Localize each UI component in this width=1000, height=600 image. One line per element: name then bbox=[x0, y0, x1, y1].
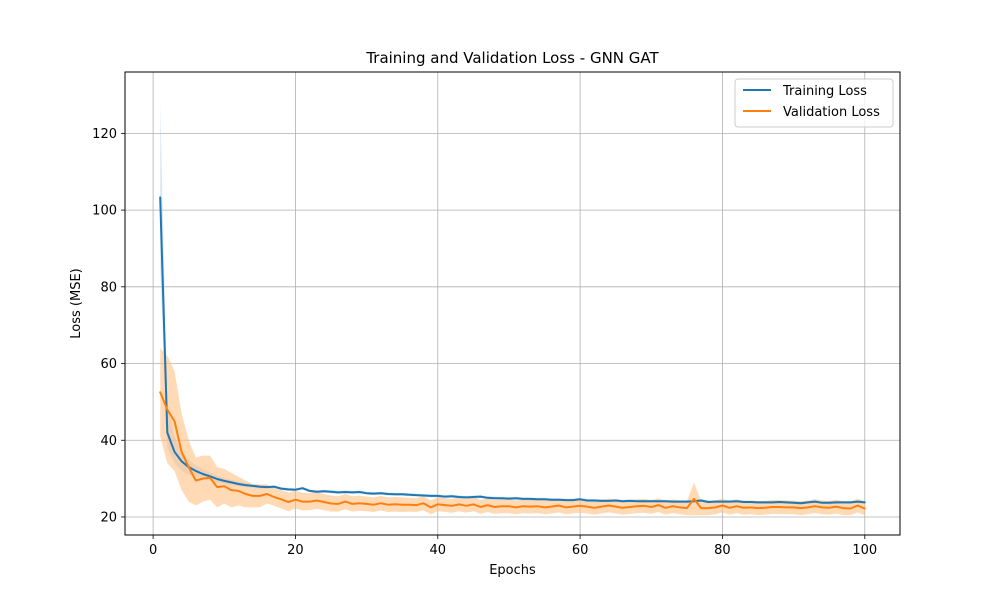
y-axis-label: Loss (MSE) bbox=[69, 268, 84, 338]
legend-label-validation: Validation Loss bbox=[783, 105, 880, 120]
plot-frame bbox=[124, 71, 901, 536]
confidence-bands bbox=[160, 102, 865, 516]
x-axis-label: Epochs bbox=[489, 563, 536, 578]
x-tick-label: 100 bbox=[852, 543, 877, 558]
y-tick-label: 40 bbox=[100, 434, 117, 449]
x-tick-label: 20 bbox=[287, 543, 304, 558]
y-tick-label: 80 bbox=[100, 280, 117, 295]
validation-loss-band bbox=[160, 348, 865, 516]
y-tick-label: 120 bbox=[92, 127, 117, 142]
x-tick-label: 0 bbox=[149, 543, 157, 558]
training-loss-line bbox=[159, 196, 866, 505]
x-tick-label: 60 bbox=[572, 543, 589, 558]
validation-loss-line bbox=[159, 391, 866, 510]
y-tick-label: 60 bbox=[100, 357, 117, 372]
legend-label-training: Training Loss bbox=[782, 84, 867, 99]
y-tick-label: 100 bbox=[92, 204, 117, 219]
x-tick-label: 40 bbox=[430, 543, 447, 558]
legend: Training Loss Validation Loss bbox=[734, 78, 894, 128]
y-tick-label: 20 bbox=[100, 510, 117, 525]
x-tick-label: 80 bbox=[714, 543, 731, 558]
series-lines bbox=[159, 196, 866, 510]
legend-box bbox=[734, 78, 894, 128]
axis-ticks: 0 20 40 60 80 100 20 40 60 80 100 120 bbox=[92, 127, 877, 558]
grid bbox=[125, 72, 900, 535]
chart-title: Training and Validation Loss - GNN GAT bbox=[365, 49, 659, 67]
